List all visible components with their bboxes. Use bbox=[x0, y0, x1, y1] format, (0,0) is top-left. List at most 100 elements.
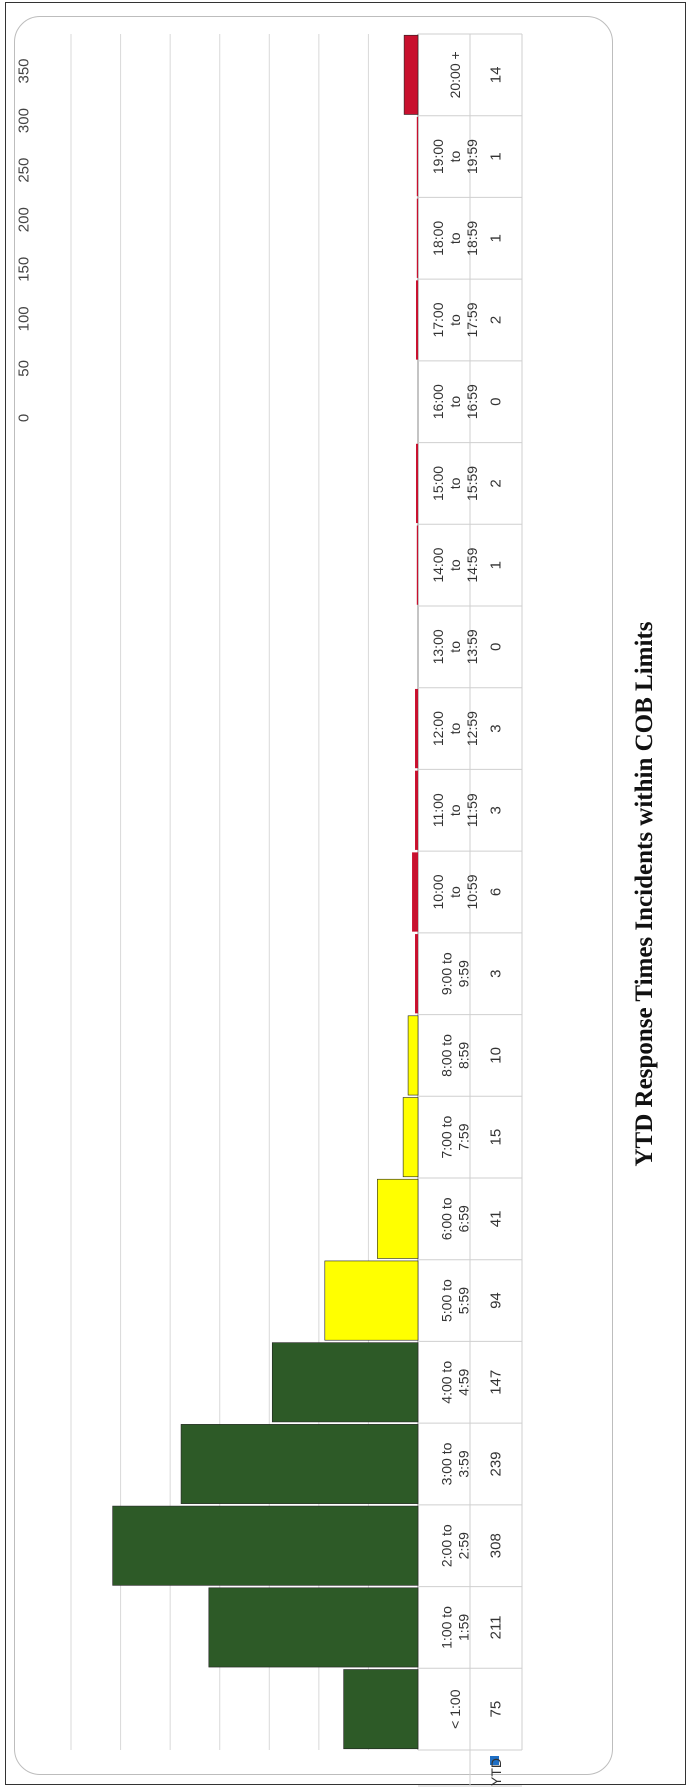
category-label: to bbox=[447, 723, 463, 735]
value-axis-tick-label: 300 bbox=[16, 108, 33, 133]
category-label: to bbox=[447, 396, 463, 408]
category-label: to bbox=[447, 314, 463, 326]
value-axis-tick-label: 50 bbox=[16, 360, 33, 377]
category-label: 14:00 bbox=[430, 547, 446, 582]
category-label: to bbox=[447, 886, 463, 898]
category-label: to bbox=[447, 641, 463, 653]
value-axis-tick-label: 100 bbox=[16, 306, 33, 331]
category-label: 15:00 bbox=[430, 466, 446, 501]
data-table-value: 308 bbox=[488, 1533, 505, 1558]
category-label: 11:59 bbox=[464, 793, 480, 827]
category-label: to bbox=[447, 477, 463, 489]
value-axis-tick-label: 200 bbox=[16, 207, 33, 232]
bar bbox=[402, 1097, 419, 1178]
category-label: to bbox=[447, 151, 463, 163]
data-table-value: 94 bbox=[488, 1292, 505, 1309]
data-table-value: 2 bbox=[488, 316, 505, 324]
bar bbox=[415, 934, 418, 1014]
category-label: 11:00 bbox=[430, 793, 446, 827]
category-label: 3:00 to bbox=[439, 1442, 455, 1485]
category-label: 9:00 to bbox=[439, 952, 455, 995]
data-table-value: 15 bbox=[488, 1129, 505, 1146]
data-table-value: 41 bbox=[488, 1211, 505, 1228]
category-label: 20:00 + bbox=[447, 51, 463, 98]
category-label: 2:59 bbox=[456, 1532, 472, 1559]
bar bbox=[416, 198, 418, 278]
bar bbox=[412, 852, 418, 932]
category-label: 7:59 bbox=[456, 1123, 472, 1150]
category-label: 18:59 bbox=[464, 221, 480, 256]
category-label: 2:00 to bbox=[439, 1524, 455, 1567]
category-label: 12:59 bbox=[464, 711, 480, 746]
data-table-value: 1 bbox=[488, 152, 505, 160]
bar bbox=[180, 1424, 419, 1504]
category-label: 4:59 bbox=[456, 1368, 472, 1395]
category-label: 10:59 bbox=[464, 874, 480, 909]
value-axis-tick-label: 150 bbox=[16, 257, 33, 282]
data-table-value: 10 bbox=[488, 1047, 505, 1064]
data-table-value: 14 bbox=[488, 67, 505, 84]
value-axis-tick-label: 250 bbox=[16, 158, 33, 183]
bar bbox=[377, 1178, 419, 1259]
value-axis-tick-label: 350 bbox=[16, 58, 33, 83]
category-label: 19:00 bbox=[430, 139, 446, 174]
data-table-value: 211 bbox=[488, 1615, 505, 1639]
category-label: 17:59 bbox=[464, 302, 480, 337]
series-legend-key bbox=[490, 1756, 499, 1765]
bar bbox=[416, 116, 418, 197]
data-table-value: 1 bbox=[488, 561, 505, 569]
category-label: 9:59 bbox=[456, 960, 472, 987]
chart-title: YTD Response Times Incidents within COB … bbox=[631, 621, 658, 1167]
category-label: 8:59 bbox=[456, 1042, 472, 1069]
category-label: 7:00 to bbox=[439, 1116, 455, 1159]
category-label: 1:00 to bbox=[439, 1606, 455, 1649]
category-label: 15:59 bbox=[464, 466, 480, 501]
category-label: 10:00 bbox=[430, 874, 446, 909]
category-label: 18:00 bbox=[430, 221, 446, 256]
bar bbox=[343, 1669, 419, 1750]
bar bbox=[208, 1587, 419, 1668]
category-label: 17:00 bbox=[430, 302, 446, 337]
category-label: 16:00 bbox=[430, 384, 446, 419]
series-legend-label: YTD bbox=[488, 1758, 504, 1786]
data-table-value: 3 bbox=[488, 724, 505, 732]
bar bbox=[415, 770, 418, 850]
category-label: 5:59 bbox=[456, 1287, 472, 1314]
data-table-value: 3 bbox=[488, 806, 505, 814]
bar bbox=[416, 525, 418, 605]
data-table-value: 3 bbox=[488, 970, 505, 978]
data-table-value: 147 bbox=[488, 1370, 505, 1395]
bar bbox=[416, 280, 418, 360]
category-label: 19:59 bbox=[464, 139, 480, 174]
data-table-value: 2 bbox=[488, 479, 505, 487]
data-table-value: 1 bbox=[488, 234, 505, 242]
category-label: to bbox=[447, 804, 463, 816]
data-table-value: 75 bbox=[488, 1701, 505, 1718]
category-label: 8:00 to bbox=[439, 1034, 455, 1077]
bar bbox=[407, 1015, 419, 1096]
bar bbox=[403, 34, 419, 115]
outer-frame bbox=[5, 2, 686, 1785]
data-table-value: 0 bbox=[488, 643, 505, 651]
data-table-value: 239 bbox=[488, 1451, 505, 1476]
category-label: 16:59 bbox=[464, 384, 480, 419]
category-label: 6:59 bbox=[456, 1205, 472, 1232]
category-label: 13:00 bbox=[430, 629, 446, 664]
category-label: 6:00 to bbox=[439, 1197, 455, 1240]
value-axis-tick-label: 0 bbox=[16, 414, 33, 422]
category-label: 1:59 bbox=[456, 1614, 472, 1641]
bar bbox=[416, 443, 418, 524]
category-label: to bbox=[447, 559, 463, 571]
category-label: 14:59 bbox=[464, 547, 480, 582]
bar bbox=[324, 1260, 419, 1341]
bar bbox=[112, 1505, 419, 1586]
category-label: 4:00 to bbox=[439, 1361, 455, 1404]
category-label: 13:59 bbox=[464, 629, 480, 664]
category-label: 12:00 bbox=[430, 711, 446, 746]
category-label: < 1:00 bbox=[447, 1689, 463, 1729]
data-table-value: 0 bbox=[488, 398, 505, 406]
bar bbox=[271, 1342, 419, 1423]
data-table-value: 6 bbox=[488, 888, 505, 896]
bar bbox=[415, 688, 418, 769]
